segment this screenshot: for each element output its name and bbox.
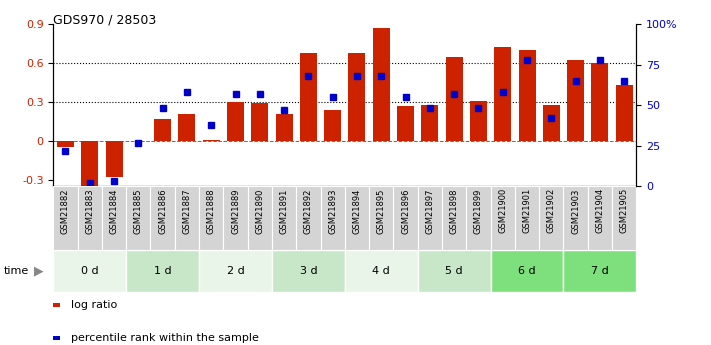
Bar (518, 50, 535, 141)
Text: 6 d: 6 d (518, 266, 536, 276)
Bar (588, 186, 612, 250)
Text: percentile rank within the sample: percentile rank within the sample (71, 333, 259, 343)
Text: 2 d: 2 d (227, 266, 245, 276)
Bar (397, 106, 414, 141)
Bar (539, 186, 563, 250)
Bar (369, 186, 393, 250)
Bar (563, 186, 588, 250)
Bar (272, 250, 345, 292)
Bar (272, 186, 296, 250)
Text: GSM21902: GSM21902 (547, 188, 556, 234)
Bar (442, 186, 466, 250)
Bar (227, 102, 244, 141)
Bar (154, 119, 171, 141)
Bar (199, 250, 272, 292)
Bar (223, 186, 247, 250)
Text: GSM21886: GSM21886 (158, 188, 167, 234)
Text: 0 d: 0 d (81, 266, 99, 276)
Text: ▶: ▶ (34, 264, 44, 277)
Text: 7 d: 7 d (591, 266, 609, 276)
Text: GSM21904: GSM21904 (595, 188, 604, 234)
Bar (127, 250, 199, 292)
Bar (345, 250, 418, 292)
Text: GSM21882: GSM21882 (61, 188, 70, 234)
Bar (542, 105, 560, 141)
Bar (494, 48, 511, 141)
Bar (324, 110, 341, 141)
Bar (422, 105, 439, 141)
Bar (418, 186, 442, 250)
Bar (321, 186, 345, 250)
Bar (592, 63, 609, 141)
Bar (251, 103, 268, 141)
Text: GSM21885: GSM21885 (134, 188, 143, 234)
Text: GSM21905: GSM21905 (620, 188, 629, 234)
Text: GSM21899: GSM21899 (474, 188, 483, 234)
Bar (199, 186, 223, 250)
Bar (491, 186, 515, 250)
Bar (105, 141, 122, 177)
Text: GSM21898: GSM21898 (449, 188, 459, 234)
Text: GSM21903: GSM21903 (571, 188, 580, 234)
Bar (616, 85, 633, 141)
Bar (57, 141, 74, 147)
Bar (127, 186, 151, 250)
Bar (345, 186, 369, 250)
Text: GSM21892: GSM21892 (304, 188, 313, 234)
Bar (373, 28, 390, 141)
Bar (466, 186, 491, 250)
Text: GSM21887: GSM21887 (183, 188, 191, 234)
Bar (515, 186, 539, 250)
Bar (102, 186, 127, 250)
Bar (446, 57, 463, 141)
Text: log ratio: log ratio (71, 300, 117, 310)
Text: GSM21901: GSM21901 (523, 188, 532, 234)
Bar (151, 186, 175, 250)
Bar (175, 186, 199, 250)
Text: GSM21888: GSM21888 (207, 188, 215, 234)
Bar (178, 114, 196, 141)
Text: GSM21889: GSM21889 (231, 188, 240, 234)
Bar (81, 141, 98, 186)
Bar (418, 250, 491, 292)
Bar (53, 186, 77, 250)
Bar (77, 186, 102, 250)
Text: GDS970 / 28503: GDS970 / 28503 (53, 14, 156, 27)
Bar (470, 101, 487, 141)
Text: GSM21891: GSM21891 (279, 188, 289, 234)
Text: time: time (4, 266, 29, 276)
Bar (567, 60, 584, 141)
Text: GSM21883: GSM21883 (85, 188, 95, 234)
Bar (247, 186, 272, 250)
Text: GSM21897: GSM21897 (425, 188, 434, 234)
Text: 1 d: 1 d (154, 266, 171, 276)
Bar (393, 186, 418, 250)
Bar (276, 114, 293, 141)
Text: GSM21894: GSM21894 (353, 188, 361, 234)
Text: 3 d: 3 d (299, 266, 317, 276)
Bar (348, 53, 365, 141)
Bar (300, 53, 317, 141)
Bar (203, 140, 220, 141)
Text: GSM21896: GSM21896 (401, 188, 410, 234)
Bar (53, 250, 127, 292)
Bar (491, 250, 563, 292)
Bar (563, 250, 636, 292)
Text: GSM21884: GSM21884 (109, 188, 119, 234)
Text: 5 d: 5 d (445, 266, 463, 276)
Text: GSM21893: GSM21893 (328, 188, 337, 234)
Text: GSM21895: GSM21895 (377, 188, 386, 234)
Text: GSM21900: GSM21900 (498, 188, 507, 234)
Bar (612, 186, 636, 250)
Text: 4 d: 4 d (373, 266, 390, 276)
Text: GSM21890: GSM21890 (255, 188, 264, 234)
Bar (296, 186, 321, 250)
